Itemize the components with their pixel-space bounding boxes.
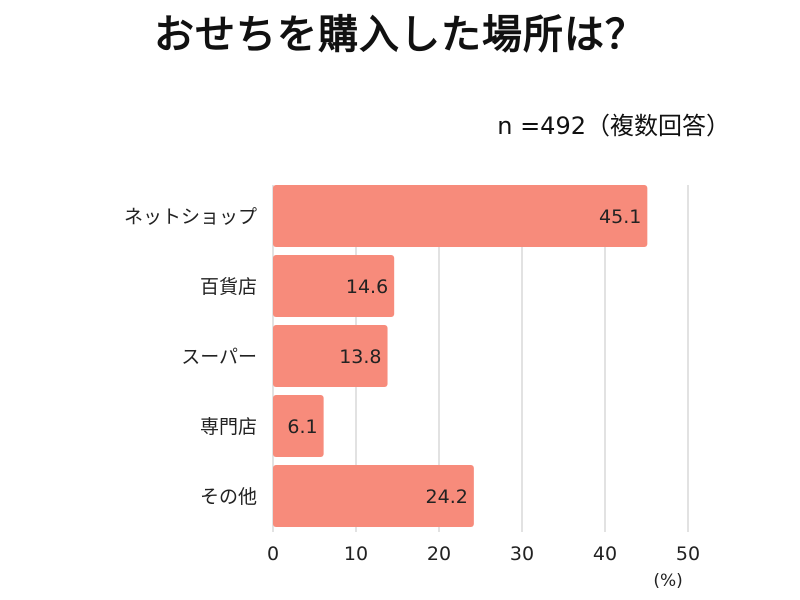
bar-layer <box>273 185 648 527</box>
value-label: 24.2 <box>426 486 468 508</box>
bar <box>273 185 648 247</box>
chart-title: おせちを購入した場所は？ <box>154 12 646 58</box>
bar <box>273 465 474 527</box>
value-label: 14.6 <box>346 276 388 298</box>
value-label: 13.8 <box>339 346 381 368</box>
chart-subtitle: n =492（複数回答） <box>497 112 730 140</box>
bar <box>273 395 324 457</box>
value-label: 6.1 <box>287 416 317 438</box>
category-label: スーパー <box>181 346 257 368</box>
category-label: 専門店 <box>200 416 257 438</box>
value-label: 45.1 <box>599 206 641 228</box>
x-tick-label: 40 <box>593 543 617 565</box>
x-tick-label: 10 <box>344 543 368 565</box>
x-tick-label: 30 <box>510 543 534 565</box>
category-label: ネットショップ <box>124 206 257 228</box>
x-tick-label: 50 <box>676 543 700 565</box>
x-tick-label: 20 <box>427 543 451 565</box>
x-tick-label: 0 <box>267 543 279 565</box>
category-label: 百貨店 <box>200 276 257 298</box>
bar <box>273 255 395 317</box>
tick-layer: 0 10 20 30 40 50 (%) <box>267 543 700 591</box>
label-layer: ネットショップ 45.1 百貨店 14.6 スーパー 13.8 専門店 6.1 その他 24.2 <box>124 206 641 508</box>
x-unit-label: (%) <box>653 571 682 591</box>
category-label: その他 <box>200 486 257 508</box>
bar <box>273 325 388 387</box>
